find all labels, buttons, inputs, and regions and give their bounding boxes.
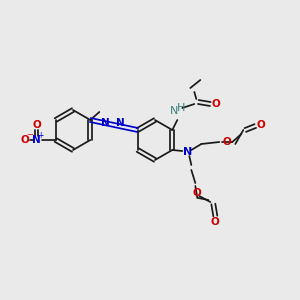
Text: H: H	[177, 103, 185, 113]
Text: O: O	[212, 99, 221, 109]
Text: +: +	[38, 130, 44, 140]
Text: O: O	[223, 137, 232, 147]
Text: O: O	[193, 188, 202, 198]
Text: O: O	[257, 120, 266, 130]
Text: N: N	[100, 118, 109, 128]
Text: O: O	[20, 135, 29, 145]
Text: N: N	[170, 106, 178, 116]
Text: O: O	[32, 120, 41, 130]
Text: −: −	[26, 130, 33, 140]
Text: N: N	[116, 118, 124, 128]
Text: O: O	[211, 217, 220, 227]
Text: N: N	[32, 135, 41, 145]
Text: N: N	[183, 147, 192, 157]
